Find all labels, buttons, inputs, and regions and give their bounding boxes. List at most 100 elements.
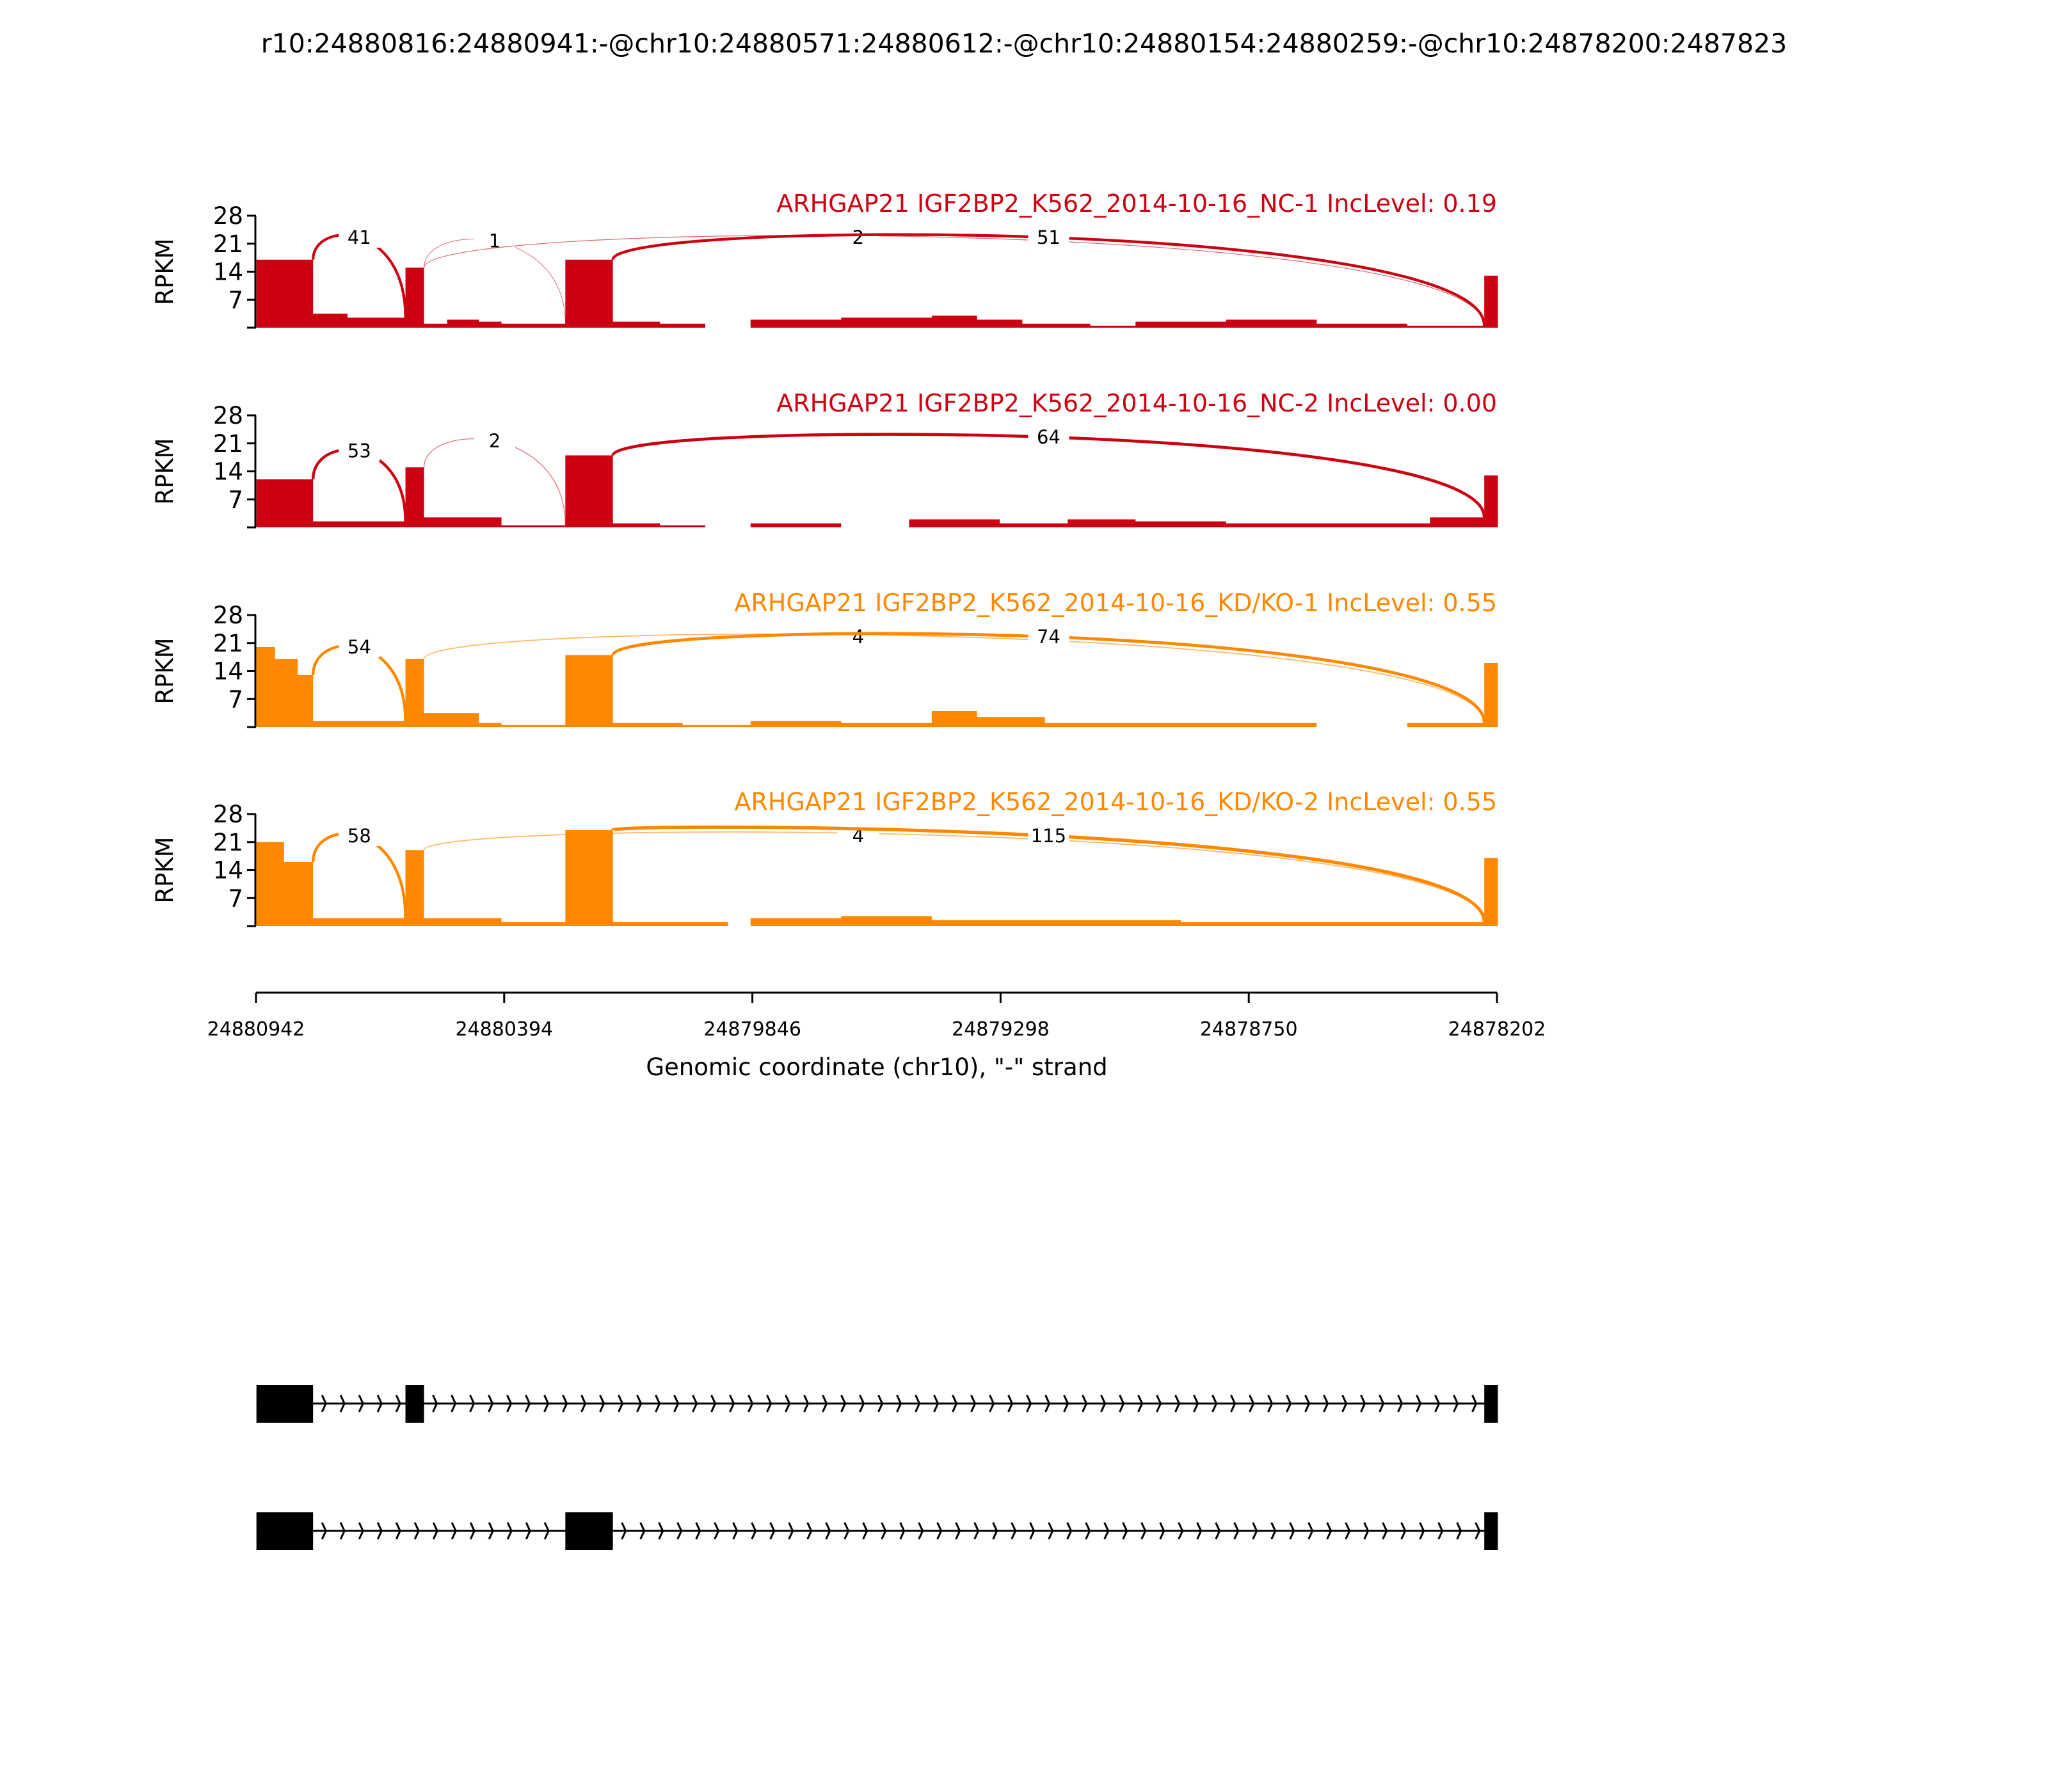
strand-chevron-icon — [1326, 1522, 1332, 1540]
strand-chevron-icon — [1066, 1522, 1073, 1540]
junction-label-box — [339, 824, 380, 846]
strand-chevron-icon — [339, 1522, 346, 1540]
strand-chevron-icon — [862, 1522, 868, 1540]
strand-chevron-icon — [488, 1522, 494, 1540]
exon-box — [565, 1512, 613, 1550]
gene-model — [256, 1385, 1498, 1550]
junction-count-label: 2 — [852, 227, 864, 248]
strand-chevron-icon — [1252, 1522, 1258, 1540]
strand-chevron-icon — [955, 1522, 961, 1540]
strand-chevron-icon — [899, 1522, 906, 1540]
y-tick-label: 21 — [213, 430, 243, 458]
strand-chevron-icon — [692, 1395, 698, 1412]
strand-chevron-icon — [395, 1522, 401, 1540]
strand-chevron-icon — [1085, 1522, 1091, 1540]
y-tick-label: 28 — [213, 602, 243, 629]
strand-chevron-icon — [1419, 1522, 1425, 1540]
strand-chevron-icon — [748, 1395, 754, 1412]
coverage-area — [256, 830, 1498, 926]
strand-chevron-icon — [358, 1522, 364, 1540]
strand-chevron-icon — [1323, 1395, 1329, 1412]
isoform-track — [256, 1385, 1498, 1423]
strand-chevron-icon — [896, 1395, 902, 1412]
strand-chevron-icon — [1007, 1395, 1014, 1412]
x-axis-label: Genomic coordinate (chr10), "-" strand — [646, 1053, 1107, 1081]
strand-chevron-icon — [1456, 1522, 1462, 1540]
y-tick-label: 21 — [213, 230, 243, 258]
junction-arc — [423, 633, 1485, 723]
strand-chevron-icon — [1100, 1395, 1107, 1412]
strand-chevron-icon — [599, 1395, 605, 1412]
strand-chevron-icon — [451, 1395, 457, 1412]
strand-chevron-icon — [803, 1395, 810, 1412]
junction-label-box — [474, 429, 515, 452]
strand-chevron-icon — [1434, 1395, 1441, 1412]
strand-chevron-icon — [413, 1522, 420, 1540]
strand-chevron-icon — [825, 1522, 831, 1540]
strand-chevron-icon — [1178, 1522, 1184, 1540]
strand-chevron-icon — [618, 1395, 624, 1412]
strand-chevron-icon — [676, 1522, 683, 1540]
exon-box — [1484, 1385, 1498, 1423]
junction-label-box — [1028, 226, 1069, 248]
strand-chevron-icon — [695, 1522, 701, 1540]
strand-chevron-icon — [451, 1522, 457, 1540]
strand-chevron-icon — [1122, 1522, 1128, 1540]
coverage-area — [256, 259, 1498, 328]
strand-chevron-icon — [395, 1395, 401, 1412]
y-tick-label: 14 — [213, 857, 243, 884]
x-tick-label: 24880394 — [455, 1018, 553, 1041]
strand-chevron-icon — [714, 1522, 720, 1540]
strand-chevron-icon — [1345, 1522, 1351, 1540]
strand-chevron-icon — [1044, 1395, 1051, 1412]
strand-chevron-icon — [1026, 1395, 1032, 1412]
strand-chevron-icon — [1233, 1522, 1240, 1540]
strand-chevron-icon — [525, 1522, 531, 1540]
strand-chevron-icon — [339, 1395, 346, 1412]
strand-chevron-icon — [488, 1395, 494, 1412]
y-tick-label: 14 — [213, 658, 243, 685]
strand-chevron-icon — [973, 1522, 980, 1540]
strand-chevron-icon — [992, 1522, 998, 1540]
strand-chevron-icon — [1471, 1395, 1478, 1412]
strand-chevron-icon — [376, 1522, 383, 1540]
strand-chevron-icon — [840, 1395, 847, 1412]
strand-chevron-icon — [636, 1395, 643, 1412]
strand-chevron-icon — [1363, 1522, 1370, 1540]
junction-count-label: 58 — [348, 825, 371, 847]
junction-count-label: 4 — [852, 626, 864, 648]
strand-chevron-icon — [729, 1395, 735, 1412]
y-tick-label: 28 — [213, 202, 243, 230]
strand-chevron-icon — [822, 1395, 828, 1412]
strand-chevron-icon — [1063, 1395, 1069, 1412]
y-tick-label: 7 — [228, 685, 243, 713]
strand-chevron-icon — [543, 1395, 550, 1412]
strand-chevron-icon — [655, 1395, 661, 1412]
y-tick-label: 21 — [213, 630, 243, 657]
strand-chevron-icon — [673, 1395, 680, 1412]
strand-chevron-icon — [806, 1522, 813, 1540]
exon-box — [1484, 1512, 1498, 1550]
strand-chevron-icon — [506, 1522, 513, 1540]
strand-chevron-icon — [562, 1395, 568, 1412]
strand-chevron-icon — [1400, 1522, 1407, 1540]
strand-chevron-icon — [580, 1395, 587, 1412]
strand-chevron-icon — [1159, 1522, 1165, 1540]
strand-chevron-icon — [1341, 1395, 1348, 1412]
junction-count-label: 2 — [489, 430, 500, 452]
strand-chevron-icon — [1453, 1395, 1459, 1412]
strand-chevron-icon — [877, 1395, 884, 1412]
y-axis-label: RPKM — [151, 637, 179, 704]
strand-chevron-icon — [989, 1395, 995, 1412]
strand-chevron-icon — [751, 1522, 757, 1540]
exon-box — [256, 1512, 314, 1550]
strand-chevron-icon — [1397, 1395, 1404, 1412]
junction-arc — [423, 235, 1485, 326]
strand-chevron-icon — [639, 1522, 646, 1540]
x-axis: 24880942 24880394 24879846 24879298 24878750… — [207, 991, 1546, 1041]
junction-label-box — [339, 636, 380, 658]
strand-chevron-icon — [376, 1395, 383, 1412]
strand-chevron-icon — [1119, 1395, 1125, 1412]
strand-chevron-icon — [469, 1395, 476, 1412]
junction-count-label: 51 — [1037, 227, 1060, 248]
